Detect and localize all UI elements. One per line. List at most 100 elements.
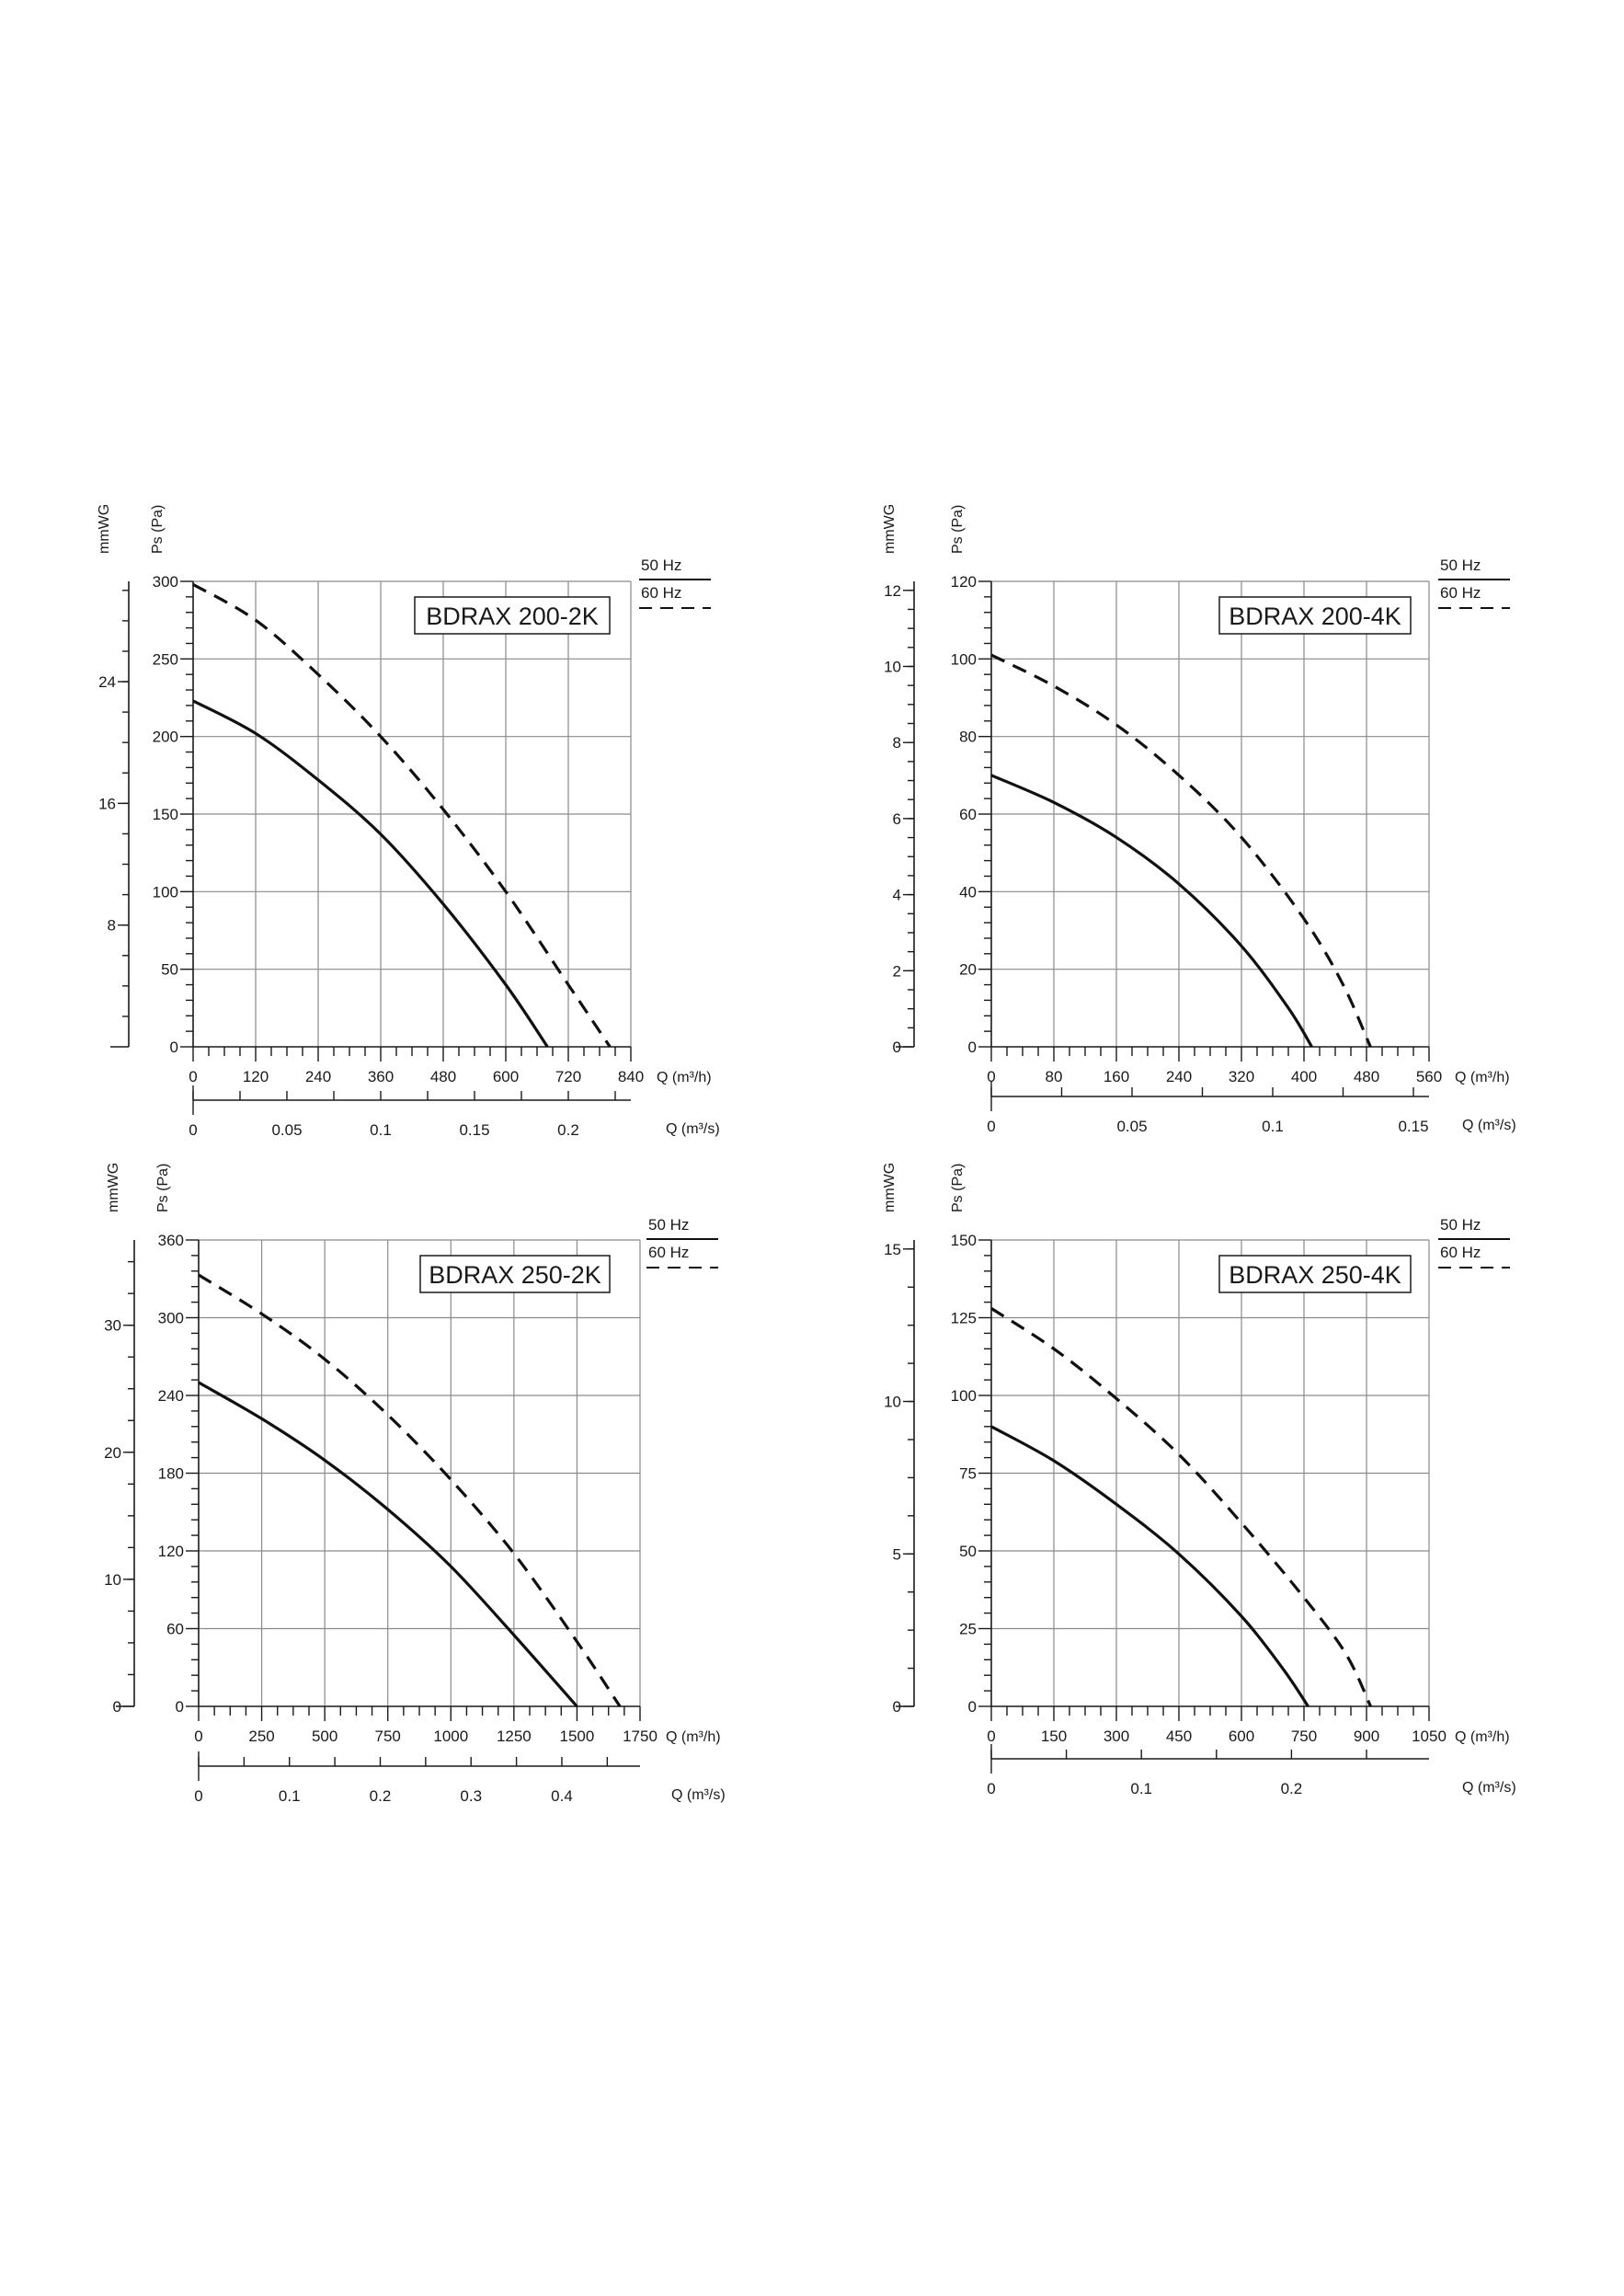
series-line-50-hz	[198, 1381, 578, 1708]
x-tick-label: 480	[430, 1068, 456, 1085]
mmwg-tick-label: 6	[893, 810, 901, 828]
x-tick-label: 240	[305, 1068, 331, 1085]
mmwg-tick-label: 10	[884, 1394, 901, 1411]
x-tick-label: 320	[1229, 1068, 1254, 1085]
q-m3s-axis-title: Q (m³/s)	[1462, 1780, 1516, 1796]
series-line-50-hz	[192, 699, 549, 1048]
y-tick-label: 20	[959, 961, 977, 979]
series-line-50-hz	[990, 1425, 1309, 1707]
ps-axis-title: Ps (Pa)	[950, 1164, 966, 1212]
legend-label-50hz: 50 Hz	[1440, 1216, 1481, 1234]
q-m3s-axis-title: Q (m³/s)	[1462, 1118, 1516, 1133]
x-tick-label: 840	[618, 1068, 644, 1085]
mmwg-tick-label: 10	[884, 658, 901, 675]
mmwg-tick-label: 8	[108, 917, 116, 935]
q-m3h-axis-title: Q (m³/h)	[657, 1070, 712, 1085]
mmwg-tick-label: 4	[893, 887, 901, 904]
y-tick-label: 300	[158, 1310, 184, 1327]
y-tick-label: 40	[959, 883, 977, 901]
y-tick-label: 360	[158, 1232, 184, 1249]
mmwg-tick-label: 0	[893, 1039, 901, 1056]
x-tick-label: 600	[493, 1068, 519, 1085]
chart-bdrax-250-2k: 0 250 500 750 1000 1250 1500 175006012018024030…	[104, 1163, 726, 1805]
mmwg-axis-title: mmWG	[882, 504, 898, 554]
y-tick-label: 80	[959, 729, 977, 746]
y-tick-label: 100	[153, 883, 178, 901]
chart-bdrax-200-2k: 0 120 240 360 480 600 720 840050100150200250300…	[97, 504, 720, 1139]
legend-label-60hz: 60 Hz	[1440, 584, 1481, 602]
y-tick-label: 0	[176, 1698, 184, 1716]
ps-axis-title: Ps (Pa)	[950, 505, 966, 554]
y-tick-label: 120	[951, 573, 977, 591]
x-tick-label: 300	[1104, 1728, 1129, 1745]
x-tick-label: 1500	[560, 1728, 595, 1745]
q-m3s-tick-label: 0.1	[1262, 1118, 1284, 1135]
y-tick-label: 0	[170, 1039, 178, 1056]
model-label-box	[419, 1255, 611, 1293]
q-m3s-tick-label: 0.15	[1398, 1118, 1428, 1135]
mmwg-tick-label: 24	[98, 673, 116, 691]
x-tick-label: 0	[189, 1068, 197, 1085]
mmwg-tick-label: 12	[884, 582, 901, 600]
mmwg-axis-title: mmWG	[882, 1163, 898, 1212]
y-tick-label: 240	[158, 1387, 184, 1405]
series-line-60-hz	[990, 653, 1372, 1048]
q-m3s-tick-label: 0.05	[271, 1121, 302, 1139]
chart-bdrax-200-4k: 0 80 160 240 320 400 480 5600204060801001200246…	[882, 504, 1516, 1135]
y-tick-label: 60	[959, 806, 977, 823]
x-tick-label: 0	[194, 1728, 202, 1745]
q-m3s-axis-title: Q (m³/s)	[671, 1787, 726, 1803]
y-tick-label: 50	[959, 1543, 977, 1560]
x-tick-label: 750	[375, 1728, 401, 1745]
legend-label-50hz: 50 Hz	[648, 1216, 689, 1234]
x-tick-label: 250	[248, 1728, 274, 1745]
legend-label-60hz: 60 Hz	[648, 1244, 689, 1261]
y-tick-label: 300	[153, 573, 178, 591]
y-tick-label: 150	[951, 1232, 977, 1249]
model-label: BDRAX 250-4K	[1229, 1261, 1401, 1289]
q-m3s-tick-label: 0	[987, 1118, 995, 1135]
q-m3h-axis-title: Q (m³/h)	[666, 1729, 721, 1745]
x-tick-label: 720	[555, 1068, 581, 1085]
x-tick-label: 120	[243, 1068, 269, 1085]
mmwg-tick-label: 15	[884, 1241, 901, 1258]
series-line-60-hz	[198, 1273, 622, 1707]
q-m3s-tick-label: 0.1	[370, 1121, 392, 1139]
model-label-box	[414, 596, 611, 635]
model-label-box	[1218, 1255, 1412, 1293]
x-tick-label: 160	[1104, 1068, 1129, 1085]
q-m3s-tick-label: 0.1	[279, 1787, 301, 1805]
model-label: BDRAX 200-4K	[1229, 603, 1401, 630]
legend-label-50hz: 50 Hz	[641, 557, 681, 574]
x-tick-label: 0	[987, 1728, 995, 1745]
y-tick-label: 120	[158, 1543, 184, 1560]
x-tick-label: 480	[1354, 1068, 1379, 1085]
x-tick-label: 1050	[1412, 1728, 1447, 1745]
x-tick-label: 360	[368, 1068, 394, 1085]
x-tick-label: 400	[1291, 1068, 1317, 1085]
x-tick-label: 900	[1354, 1728, 1379, 1745]
x-tick-label: 80	[1046, 1068, 1063, 1085]
q-m3s-tick-label: 0.2	[1281, 1780, 1303, 1797]
mmwg-axis-title: mmWG	[106, 1163, 121, 1212]
q-m3s-axis-title: Q (m³/s)	[666, 1121, 720, 1137]
series-line-50-hz	[990, 774, 1313, 1048]
mmwg-tick-label: 5	[893, 1545, 901, 1563]
series-line-60-hz	[990, 1307, 1372, 1707]
y-tick-label: 100	[951, 650, 977, 668]
q-m3s-tick-label: 0.4	[551, 1787, 573, 1805]
y-tick-label: 75	[959, 1465, 977, 1483]
x-tick-label: 1250	[497, 1728, 532, 1745]
x-tick-label: 560	[1416, 1068, 1442, 1085]
mmwg-tick-label: 8	[893, 734, 901, 752]
ps-axis-title: Ps (Pa)	[150, 505, 166, 554]
y-tick-label: 250	[153, 650, 178, 668]
y-tick-label: 100	[951, 1387, 977, 1405]
mmwg-tick-label: 20	[104, 1444, 121, 1462]
y-tick-label: 0	[968, 1698, 977, 1716]
mmwg-tick-label: 2	[893, 962, 901, 980]
q-m3s-tick-label: 0	[987, 1780, 995, 1797]
x-tick-label: 750	[1291, 1728, 1317, 1745]
q-m3s-tick-label: 0.2	[370, 1787, 392, 1805]
